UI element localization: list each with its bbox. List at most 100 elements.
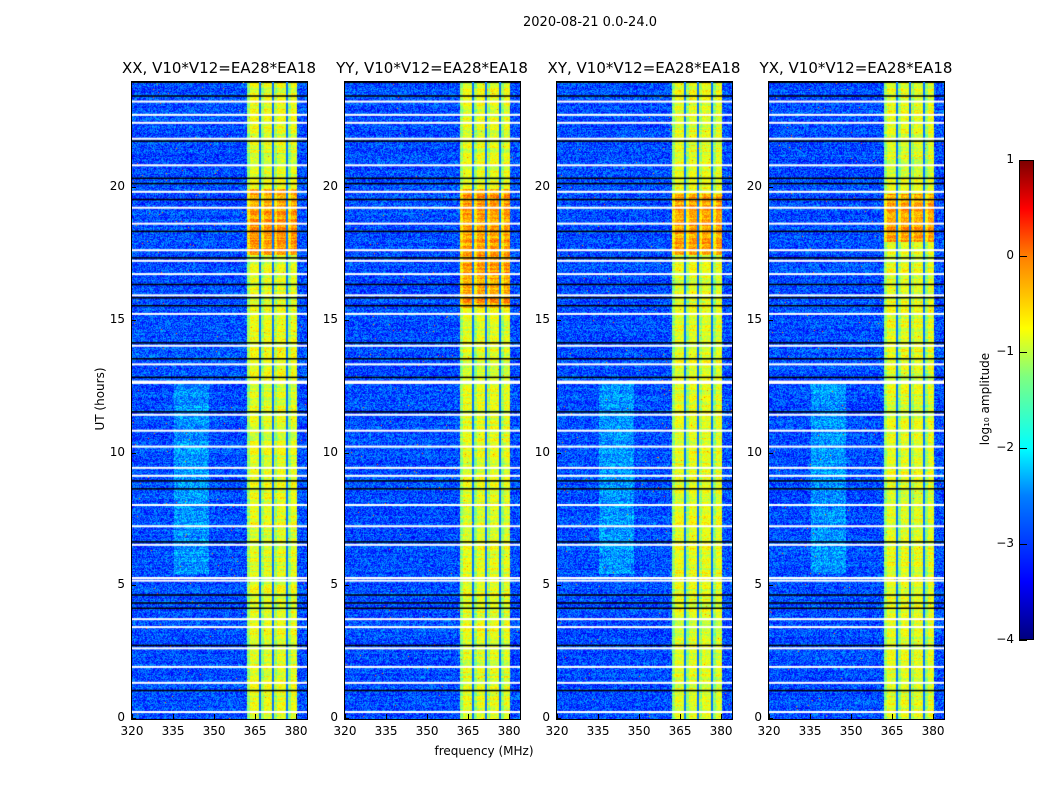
y-tick-label: 10 [534,444,550,459]
x-tick-label: 350 [415,724,439,738]
y-tick-label: 5 [330,577,338,592]
y-tick-mark [556,718,561,719]
y-tick-mark [768,319,773,321]
spectrogram-panel [556,81,733,720]
y-tick-label: 10 [746,444,762,459]
y-tick-label: 15 [746,311,762,326]
x-tick-mark [296,714,298,719]
y-tick-label: 0 [117,710,125,724]
colorbar-tick-label: −1 [996,344,1014,358]
x-tick-mark [468,714,470,719]
y-tick-label: 0 [542,710,550,724]
x-tick-mark [509,714,511,719]
spectrogram-heatmap [132,82,307,719]
colorbar-tick-mark [1019,448,1027,449]
y-tick-label: 5 [542,577,550,592]
colorbar-tick-mark [1019,640,1027,641]
x-tick-label: 365 [880,724,904,738]
figure-title: 2020-08-21 0.0-24.0 [523,15,657,30]
x-tick-label: 380 [709,724,733,738]
x-tick-mark [386,714,388,719]
x-tick-label: 335 [161,724,185,738]
y-tick-mark [768,452,773,454]
x-tick-mark [598,714,600,719]
x-tick-mark [892,714,894,719]
x-tick-mark [851,714,853,719]
y-tick-mark [556,585,561,587]
y-tick-mark [344,319,349,321]
y-tick-label: 5 [117,577,125,592]
x-tick-label: 350 [627,724,651,738]
colorbar-tick-label: 0 [1006,248,1014,262]
x-tick-label: 365 [456,724,480,738]
y-tick-mark [768,718,773,719]
spectrogram-panel [131,81,308,720]
x-tick-mark [810,714,812,719]
spectrogram-heatmap [557,82,732,719]
y-tick-label: 15 [322,311,338,326]
x-tick-mark [680,714,682,719]
x-tick-label: 350 [202,724,226,738]
y-tick-mark [131,718,136,719]
y-tick-label: 20 [322,179,338,194]
y-tick-label: 15 [109,311,125,326]
colorbar-tick-label: 1 [1006,152,1014,166]
y-tick-label: 20 [109,179,125,194]
y-tick-label: 15 [534,311,550,326]
x-tick-label: 335 [374,724,398,738]
y-tick-mark [344,452,349,454]
spectrogram-heatmap [769,82,944,719]
x-tick-label: 365 [668,724,692,738]
y-tick-mark [556,452,561,454]
x-tick-mark [214,714,216,719]
x-tick-mark [769,714,770,719]
x-tick-label: 380 [497,724,521,738]
colorbar-tick-mark [1019,544,1027,545]
colorbar-tick-mark [1019,352,1027,353]
panel-title: XY, V10*V12=EA28*EA18 [547,59,741,77]
y-tick-label: 0 [330,710,338,724]
y-tick-label: 20 [746,179,762,194]
colorbar [1019,160,1034,640]
spectrogram-panel [344,81,521,720]
x-tick-mark [132,714,133,719]
spectrogram-heatmap [345,82,520,719]
y-tick-mark [556,187,561,189]
x-tick-label: 350 [839,724,863,738]
x-tick-label: 320 [545,724,569,738]
y-tick-mark [344,718,349,719]
x-tick-label: 335 [798,724,822,738]
y-tick-mark [768,187,773,189]
x-tick-mark [173,714,175,719]
colorbar-label: log₁₀ amplitude [978,352,992,446]
x-tick-mark [557,714,558,719]
x-tick-mark [721,714,723,719]
y-tick-mark [344,585,349,587]
x-tick-mark [345,714,346,719]
panel-title: YY, V10*V12=EA28*EA18 [336,59,528,77]
y-tick-label: 20 [534,179,550,194]
x-tick-mark [639,714,641,719]
y-tick-label: 0 [754,710,762,724]
panel-title: XX, V10*V12=EA28*EA18 [121,59,316,77]
y-tick-mark [131,187,136,189]
x-tick-label: 380 [284,724,308,738]
spectrogram-panel [768,81,945,720]
colorbar-tick-mark [1019,256,1027,257]
colorbar-tick-label: −2 [996,440,1014,454]
x-axis-label: frequency (MHz) [434,744,534,758]
colorbar-tick-label: −4 [996,632,1014,646]
y-axis-label: UT (hours) [93,367,107,431]
x-tick-label: 335 [586,724,610,738]
x-tick-mark [255,714,257,719]
y-tick-mark [131,452,136,454]
x-tick-label: 365 [243,724,267,738]
y-tick-label: 5 [754,577,762,592]
x-tick-label: 320 [757,724,781,738]
x-tick-mark [933,714,935,719]
x-tick-label: 320 [333,724,357,738]
y-tick-mark [556,319,561,321]
panel-title: YX, V10*V12=EA28*EA18 [759,59,953,77]
colorbar-tick-mark [1019,160,1027,161]
